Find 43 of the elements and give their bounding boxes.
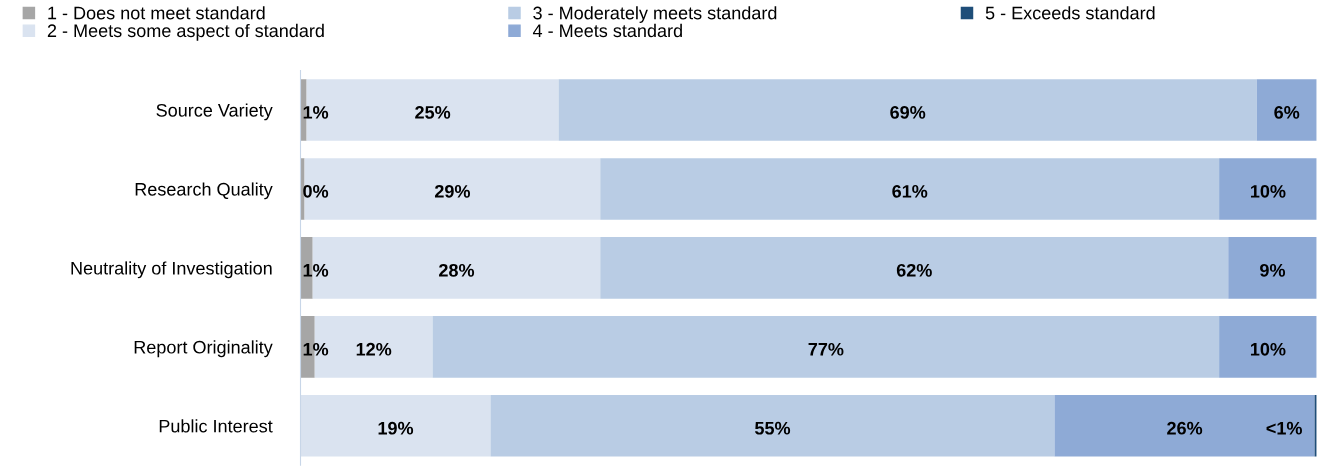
data-label: 55% — [755, 421, 791, 435]
legend-label: 5 - Exceeds standard — [985, 6, 1155, 20]
data-label: 10% — [1250, 184, 1286, 198]
y-tick-label: Public Interest — [159, 419, 273, 433]
data-label: 10% — [1250, 342, 1286, 356]
legend-label: 2 - Meets some aspect of standard — [47, 23, 324, 41]
data-label: <1% — [1266, 421, 1302, 435]
data-label: 19% — [378, 421, 414, 435]
legend-label: 1 - Does not meet standard — [48, 6, 265, 20]
data-label: 6% — [1274, 105, 1300, 119]
bar — [1054, 395, 1315, 457]
legend-label: 3 - Moderately meets standard — [533, 6, 777, 23]
data-label: 29% — [434, 184, 471, 198]
data-label: 9% — [1260, 263, 1286, 277]
bar — [304, 158, 601, 220]
data-label: 28% — [439, 263, 475, 277]
y-tick-label: Research Quality — [135, 182, 273, 200]
y-tick-label: Report Originality — [134, 340, 273, 358]
data-label: 12% — [356, 342, 392, 356]
y-tick-label: Source Variety — [156, 103, 273, 121]
bar — [558, 79, 1257, 141]
bar — [300, 158, 305, 220]
bar — [1219, 158, 1317, 220]
data-label: 1% — [303, 342, 329, 356]
bar — [490, 395, 1055, 457]
y-tick-label: Neutrality of Investigation — [71, 261, 272, 279]
data-label: 26% — [1167, 421, 1203, 435]
data-label: 1% — [303, 106, 329, 119]
data-label: 62% — [896, 263, 932, 277]
data-label: 69% — [890, 105, 926, 119]
bar — [600, 237, 1229, 299]
bar — [300, 395, 491, 457]
data-label: 0% — [303, 184, 329, 198]
legend-label: 4 - Meets standard — [532, 23, 682, 38]
data-label: 77% — [808, 342, 844, 356]
bar — [1256, 79, 1317, 141]
bar — [600, 158, 1220, 220]
data-label: 25% — [415, 105, 451, 119]
bar — [1219, 316, 1317, 378]
data-label: 61% — [892, 184, 928, 198]
data-label: 1% — [303, 263, 329, 277]
bar — [1228, 237, 1317, 299]
bar — [432, 316, 1220, 378]
